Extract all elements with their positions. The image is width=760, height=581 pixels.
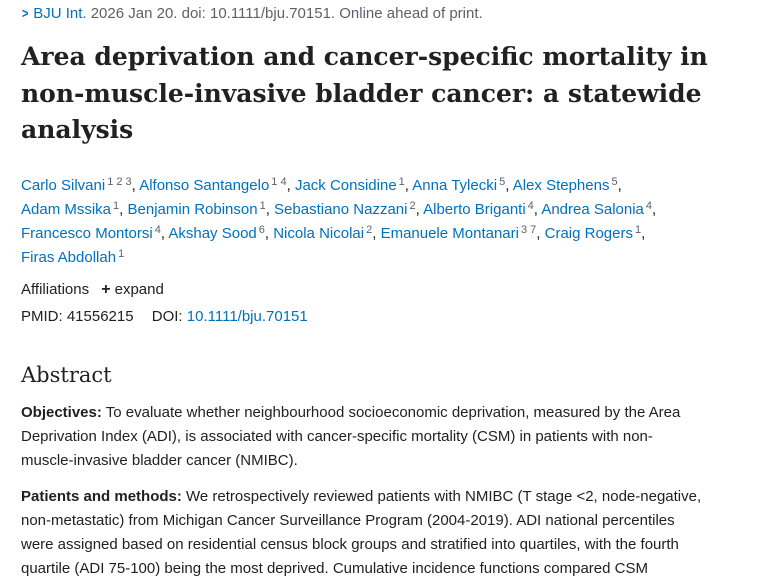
affiliation-number[interactable]: 5 [611, 176, 618, 188]
author-link[interactable]: Andrea Salonia [541, 201, 644, 218]
author-link[interactable]: Alex Stephens [512, 177, 610, 194]
affiliation-number[interactable]: 2 [409, 200, 416, 212]
author-link[interactable]: Emanuele Montanari [380, 225, 519, 242]
doi-link[interactable]: 10.1111/bju.70151 [186, 308, 308, 325]
author-line: Adam Mssika 1, Benjamin Robinson 1, Sebast… [21, 194, 741, 218]
title-line: Area deprivation and cancer-specific mor… [21, 42, 708, 71]
citation-details: 2026 Jan 20. doi: 10.1111/bju.70151. Onl… [90, 5, 483, 22]
citation-line: > BJU Int. 2026 Jan 20. doi: 10.1111/bju.… [21, 2, 483, 24]
author-link[interactable]: Jack Considine [294, 177, 397, 194]
section-label: Objectives: [21, 404, 102, 421]
author-link[interactable]: Sebastiano Nazzani [274, 201, 408, 218]
chevron-right-icon[interactable]: > [21, 5, 29, 21]
author-separator: , [264, 225, 274, 242]
pmid-value: 41556215 [66, 308, 134, 325]
affiliation-number[interactable]: 1 [113, 200, 120, 212]
author-link[interactable]: Nicola Nicolai [273, 225, 365, 242]
author-separator: , [533, 201, 542, 218]
author-link[interactable]: Alberto Briganti [423, 201, 526, 218]
affiliation-number[interactable]: 1 4 [271, 176, 287, 188]
author-separator: , [119, 201, 128, 218]
expand-label: expand [114, 281, 164, 298]
author-separator: , [536, 225, 545, 242]
title-line: non-muscle-invasive bladder cancer: a st… [21, 78, 702, 108]
para-line: quartile (ADI 75-100) being the most dep… [21, 560, 648, 577]
article-title: Area deprivation and cancer-specific mor… [21, 39, 721, 149]
author-link[interactable]: Anna Tylecki [412, 177, 498, 194]
journal-link[interactable]: BJU Int. [33, 5, 87, 22]
plus-icon: + [101, 281, 111, 298]
affiliation-number[interactable]: 5 [499, 176, 506, 188]
expand-affiliations-button[interactable]: + expand [101, 281, 164, 298]
author-link[interactable]: Carlo Silvani [21, 177, 106, 194]
author-link[interactable]: Francesco Montorsi [21, 225, 153, 242]
author-link[interactable]: Benjamin Robinson [127, 201, 258, 218]
identifiers-row: PMID: 41556215 DOI: 10.1111/bju.70151 [21, 306, 308, 328]
author-separator: , [617, 177, 622, 194]
author-link[interactable]: Akshay Sood [168, 225, 257, 242]
doi-label: DOI: [151, 308, 183, 325]
para-line: Patients and methods: We retrospectively… [21, 485, 746, 509]
para-line: were assigned based on residential censu… [21, 536, 679, 553]
abstract-objectives: Objectives: To evaluate whether neighbou… [21, 401, 746, 473]
author-separator: , [372, 225, 381, 242]
affiliation-number[interactable]: 4 [645, 200, 653, 212]
affiliation-number[interactable]: 4 [527, 200, 534, 212]
para-line: Objectives: To evaluate whether neighbou… [21, 401, 746, 425]
affiliations-row: Affiliations + expand [21, 279, 164, 301]
abstract-heading: Abstract [21, 363, 112, 387]
affiliations-label: Affiliations [21, 281, 90, 298]
author-line: Francesco Montorsi 4, Akshay Sood 6, Nicol… [21, 218, 741, 242]
author-separator: , [404, 177, 413, 194]
affiliation-number[interactable]: 1 [398, 176, 405, 188]
author-separator: , [286, 177, 295, 194]
affiliation-number[interactable]: 6 [258, 224, 265, 236]
author-separator: , [652, 201, 657, 218]
author-line: Carlo Silvani 1 2 3, Alfonso Santangelo 1 … [21, 170, 741, 194]
affiliation-number[interactable]: 1 [118, 248, 125, 260]
affiliation-number[interactable]: 3 7 [520, 224, 537, 236]
section-label: Patients and methods: [21, 488, 182, 505]
affiliation-number[interactable]: 1 [635, 224, 642, 236]
author-separator: , [641, 225, 646, 242]
affiliation-number[interactable]: 1 [259, 200, 266, 212]
author-separator: , [265, 201, 275, 218]
author-link[interactable]: Adam Mssika [21, 201, 112, 218]
author-link[interactable]: Craig Rogers [544, 225, 633, 242]
author-separator: , [415, 201, 424, 218]
para-line: Deprivation Index (ADI), is associated w… [21, 428, 653, 445]
affiliation-number[interactable]: 4 [154, 224, 161, 236]
affiliation-number[interactable]: 2 [366, 224, 373, 236]
title-line: analysis [21, 115, 134, 144]
author-separator: , [160, 225, 169, 242]
abstract-methods: Patients and methods: We retrospectively… [21, 485, 746, 581]
para-line: muscle-invasive bladder cancer (NMIBC). [21, 452, 298, 469]
line-text: To evaluate whether neighbourhood socioe… [105, 404, 681, 421]
author-separator: , [505, 177, 513, 194]
author-line: Firas Abdollah 1 [21, 242, 741, 266]
author-list: Carlo Silvani 1 2 3, Alfonso Santangelo 1 … [21, 170, 741, 266]
pmid-label: PMID: [21, 308, 63, 325]
para-line: non-metastatic) from Michigan Cancer Sur… [21, 512, 675, 529]
author-separator: , [131, 177, 140, 194]
line-text: We retrospectively reviewed patients wit… [186, 488, 702, 505]
affiliation-number[interactable]: 1 2 3 [107, 176, 132, 188]
author-link[interactable]: Firas Abdollah [21, 249, 117, 266]
author-link[interactable]: Alfonso Santangelo [139, 177, 270, 194]
